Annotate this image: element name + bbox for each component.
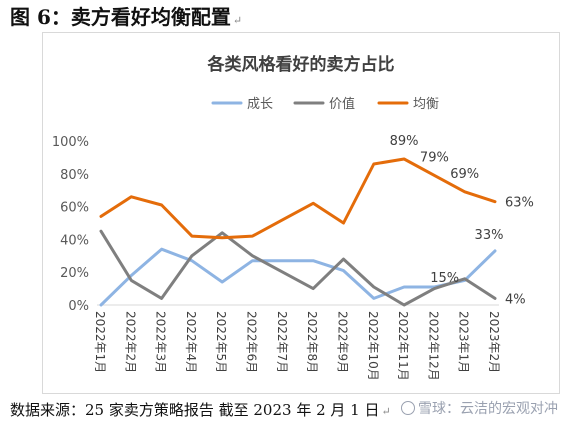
chart-title: 各类风格看好的卖方占比 xyxy=(207,54,395,75)
series-line-价值 xyxy=(99,229,497,307)
x-tick-label: 2022年3月 xyxy=(154,311,168,373)
x-tick-label: 2022年6月 xyxy=(245,311,259,373)
snowball-logo-icon xyxy=(401,401,415,415)
data-label: 33% xyxy=(475,228,504,243)
x-tick-label: 2022年12月 xyxy=(426,311,440,381)
figure-title: 图 6：卖方看好均衡配置 ↵ xyxy=(10,2,242,32)
x-tick-label: 2022年7月 xyxy=(275,311,289,373)
legend-label: 成长 xyxy=(247,97,273,112)
paragraph-mark-icon: ↵ xyxy=(232,14,243,27)
x-tick-label: 2022年10月 xyxy=(366,311,380,381)
data-label: 79% xyxy=(420,150,449,165)
x-tick-label: 2022年5月 xyxy=(214,311,228,373)
x-tick-label: 2022年2月 xyxy=(123,311,137,373)
y-tick-label: 80% xyxy=(60,168,89,183)
x-tick-label: 2023年2月 xyxy=(487,311,501,373)
source-note: 数据来源：25 家卖方策略报告 截至 2023 年 2 月 1 日 ↵ xyxy=(10,400,391,420)
legend-label: 价值 xyxy=(329,96,355,112)
y-tick-label: 20% xyxy=(60,266,89,281)
data-label: 69% xyxy=(450,167,479,182)
y-tick-label: 40% xyxy=(60,233,89,248)
x-tick-label: 2023年1月 xyxy=(457,311,471,373)
x-tick-label: 2022年1月 xyxy=(93,311,107,373)
x-tick-label: 2022年4月 xyxy=(184,311,198,373)
data-label: 89% xyxy=(390,134,419,149)
data-label: 63% xyxy=(505,196,534,211)
watermark: 雪球：云洁的宏观对冲 xyxy=(401,398,558,420)
x-tick-label: 2022年9月 xyxy=(335,311,349,373)
y-tick-label: 0% xyxy=(68,299,89,314)
series-line-均衡 xyxy=(99,157,497,240)
x-tick-label: 2022年8月 xyxy=(305,311,319,373)
chart-frame: 各类风格看好的卖方占比成长 价值 均衡 0% 20% 40% 60% 80% 100% 2022年… xyxy=(42,32,560,394)
paragraph-mark-icon: ↵ xyxy=(381,405,391,418)
series-line-成长 xyxy=(99,247,497,307)
legend-label: 均衡 xyxy=(413,97,439,112)
y-tick-label: 100% xyxy=(52,135,89,150)
x-tick-label: 2022年11月 xyxy=(396,311,410,381)
figure-title-text: 图 6：卖方看好均衡配置 xyxy=(10,5,231,29)
source-note-text: 数据来源：25 家卖方策略报告 截至 2023 年 2 月 1 日 xyxy=(10,401,380,419)
data-label: 4% xyxy=(505,292,526,307)
y-tick-label: 60% xyxy=(60,201,89,216)
watermark-text: 雪球：云洁的宏观对冲 xyxy=(418,401,558,417)
data-label: 15% xyxy=(430,271,459,286)
